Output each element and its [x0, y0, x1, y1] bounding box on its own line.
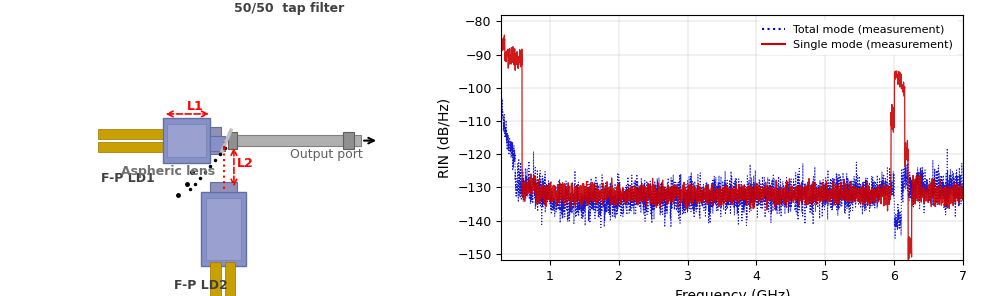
Bar — [202, 192, 246, 266]
Bar — [228, 135, 361, 146]
Bar — [210, 136, 225, 151]
Text: F-P LD1: F-P LD1 — [100, 172, 154, 185]
Y-axis label: RIN (dB/Hz): RIN (dB/Hz) — [437, 98, 451, 178]
Bar — [228, 132, 237, 149]
Bar — [210, 182, 237, 192]
Legend: Total mode (measurement), Single mode (measurement): Total mode (measurement), Single mode (m… — [758, 20, 957, 55]
Text: L2: L2 — [237, 157, 254, 170]
Text: F-P LD2: F-P LD2 — [174, 279, 228, 292]
Bar — [97, 129, 172, 139]
Bar — [210, 262, 220, 296]
Bar — [343, 132, 354, 149]
Bar — [167, 124, 205, 157]
X-axis label: Frequency (GHz): Frequency (GHz) — [674, 289, 790, 296]
Bar — [225, 262, 235, 296]
Bar — [163, 118, 210, 163]
Bar — [210, 127, 220, 154]
Text: 50/50  tap filter: 50/50 tap filter — [234, 2, 344, 15]
Bar — [97, 142, 172, 152]
Text: Aspheric lens: Aspheric lens — [122, 165, 215, 178]
Text: L1: L1 — [187, 100, 203, 113]
Bar — [205, 198, 241, 260]
Text: Output port: Output port — [290, 148, 363, 161]
